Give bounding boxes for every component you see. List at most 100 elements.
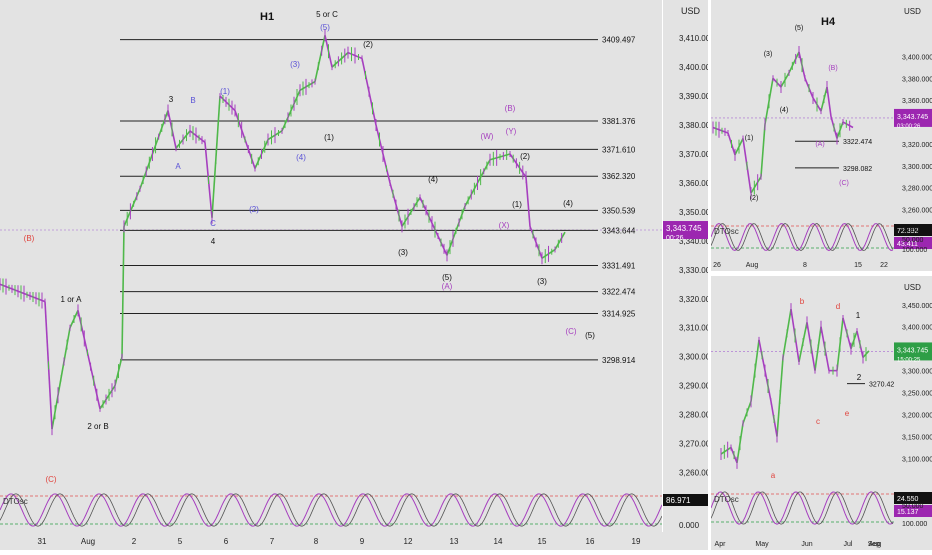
h1-y-tick: 3,330.000 — [679, 266, 714, 275]
h4-wave-label: (4) — [780, 107, 789, 114]
h4-level-label: 3322.474 — [843, 139, 872, 146]
h1-wave-label: 2 or B — [87, 422, 108, 431]
h1-level-label: 3343.644 — [602, 226, 636, 235]
h4-level-label: 3298.082 — [843, 166, 872, 173]
d-x-tick: May — [755, 541, 769, 548]
h1-wave-label: (3) — [537, 277, 547, 286]
d-osc-tag — [894, 492, 932, 504]
h1-wave-label: (5) — [585, 331, 595, 340]
h1-wave-label: (C) — [565, 327, 576, 336]
d-y-tick: 3,250.000 — [902, 391, 932, 398]
panel-divider-vertical[interactable] — [708, 0, 711, 550]
h1-osc-line-2 — [0, 493, 662, 527]
h1-x-tick: Aug — [81, 537, 95, 546]
h1-level-label: 3409.497 — [602, 36, 636, 45]
h4-wave-label: (3) — [764, 51, 773, 58]
h4-osc-tag-2 — [894, 237, 932, 249]
h1-x-tick: 19 — [632, 537, 641, 546]
d-price-tag-time: 15:00:25 — [897, 357, 921, 363]
h4-y-tick: 3,260.000 — [902, 208, 932, 215]
d-y-tick: 3,150.000 — [902, 434, 932, 441]
h1-price-segment — [189, 130, 206, 144]
h1-chart-panel[interactable]: H1 3409.497 3381.376 3371.610 3362.320 3350.5… — [0, 0, 662, 532]
h1-wave-label: (5) — [442, 273, 452, 282]
h4-wave-label: (B) — [828, 65, 837, 72]
h4-time-axis[interactable]: 26 Aug 8 15 22 — [711, 255, 932, 271]
h1-wave-label: (3) — [398, 248, 408, 257]
h1-x-tick: 5 — [178, 537, 183, 546]
h1-y-tick: 3,290.000 — [679, 382, 714, 391]
h1-y-tick: 3,260.000 — [679, 469, 714, 478]
h1-currency-label: USD — [681, 6, 701, 16]
h4-price-segment — [788, 51, 800, 74]
h4-currency-label: USD — [904, 7, 921, 16]
h1-y-tick: 3,300.000 — [679, 353, 714, 362]
h4-price-segment — [750, 176, 762, 194]
h1-osc-tag — [663, 494, 714, 506]
h1-price-tag — [663, 221, 714, 240]
h4-wave-label: (A) — [815, 141, 824, 148]
h1-y-tick: 3,370.000 — [679, 150, 714, 159]
h1-wave-label: B — [190, 96, 195, 105]
h1-y-tick: 3,390.000 — [679, 92, 714, 101]
h4-chart-panel[interactable]: H4 3322.474 3298.082 (5) (3) (4) (1) (2) (B) (A) (… — [711, 0, 894, 255]
daily-chart-canvas[interactable]: 3270.424 b d 1 c e 2 a DTOsc — [711, 276, 894, 534]
h4-wave-label: (2) — [750, 195, 759, 202]
h1-wave-label: (4) — [563, 199, 573, 208]
d-price-tag-value: 3,343.745 — [897, 347, 928, 354]
daily-time-axis[interactable]: Apr May Jun Jul Aug Sep — [711, 534, 932, 550]
h4-price-tag-value: 3,343.745 — [897, 114, 928, 121]
h1-x-tick: 15 — [538, 537, 547, 546]
panel-divider-horizontal[interactable] — [711, 271, 932, 276]
h1-x-tick: 31 — [38, 537, 47, 546]
daily-price-axis[interactable]: 3,450.0003,400.0003,350.0003,300.0003,25… — [894, 276, 932, 534]
h1-wave-label: (5) — [320, 23, 330, 32]
h1-price-segment — [123, 188, 141, 227]
h1-price-axis[interactable]: 3,410.000 3,400.000 3,390.000 3,380.000 3,37… — [663, 0, 715, 532]
h4-chart-canvas[interactable]: H4 3322.474 3298.082 (5) (3) (4) (1) (2) (B) (A) (… — [711, 0, 894, 255]
h1-level-label: 3331.491 — [602, 262, 636, 271]
h4-y-tick: 3,280.000 — [902, 186, 932, 193]
h4-y-tick: 3,380.000 — [902, 76, 932, 83]
daily-chart-panel[interactable]: 3270.424 b d 1 c e 2 a DTOsc — [711, 276, 894, 534]
d-y-tick: 3,450.000 — [902, 303, 932, 310]
d-x-tick: Jul — [844, 541, 853, 548]
h1-osc-tick: 0.000 — [679, 521, 700, 530]
h1-wave-label: (2) — [520, 152, 530, 161]
h4-price-segment — [712, 126, 729, 134]
h4-x-tick: 8 — [803, 262, 807, 269]
h1-chart-canvas[interactable]: H1 3409.497 3381.376 3371.610 3362.320 3350.5… — [0, 0, 662, 532]
h1-price-segment — [554, 231, 566, 250]
h1-time-axis[interactable]: 31 Aug 2 5 6 7 8 9 12 13 14 15 16 19 — [0, 532, 714, 550]
d-osc-tick: 100.000 — [902, 521, 927, 528]
h1-x-tick: 16 — [586, 537, 595, 546]
h4-x-tick: 22 — [880, 262, 888, 269]
h1-price-segment — [121, 226, 125, 357]
h4-x-tick: 15 — [854, 262, 862, 269]
h4-y-tick: 3,300.000 — [902, 164, 932, 171]
h4-price-axis[interactable]: 3,400.0003,380.0003,360.0003,340.0003,32… — [894, 0, 932, 255]
h4-y-tick: 3,400.000 — [902, 54, 932, 61]
h1-x-tick: 9 — [360, 537, 365, 546]
h1-osc-label: DTOsc — [3, 497, 28, 506]
h4-wave-label: (1) — [745, 135, 754, 142]
h1-y-tick: 3,400.000 — [679, 63, 714, 72]
d-osc-value: 24.550 — [897, 496, 919, 503]
d-currency-label: USD — [904, 283, 921, 292]
h1-price-segment — [77, 310, 101, 409]
h4-osc-line-1 — [711, 222, 894, 252]
h1-wave-label: C — [210, 219, 216, 228]
h1-level-label: 3298.914 — [602, 356, 636, 365]
d-price-tag — [894, 342, 932, 361]
h1-price-segment — [419, 197, 448, 256]
h1-y-tick: 3,340.000 — [679, 237, 714, 246]
h1-wave-label: 1 or A — [61, 295, 83, 304]
h1-x-tick: 8 — [314, 537, 319, 546]
d-y-tick: 3,100.000 — [902, 456, 932, 463]
h4-price-segment — [826, 86, 832, 117]
h1-wave-label: (1) — [324, 133, 334, 142]
d-wave-label: 2 — [857, 373, 862, 382]
h1-x-tick: 13 — [450, 537, 459, 546]
h1-x-tick: 7 — [270, 537, 275, 546]
h1-wave-label: (3) — [290, 60, 300, 69]
